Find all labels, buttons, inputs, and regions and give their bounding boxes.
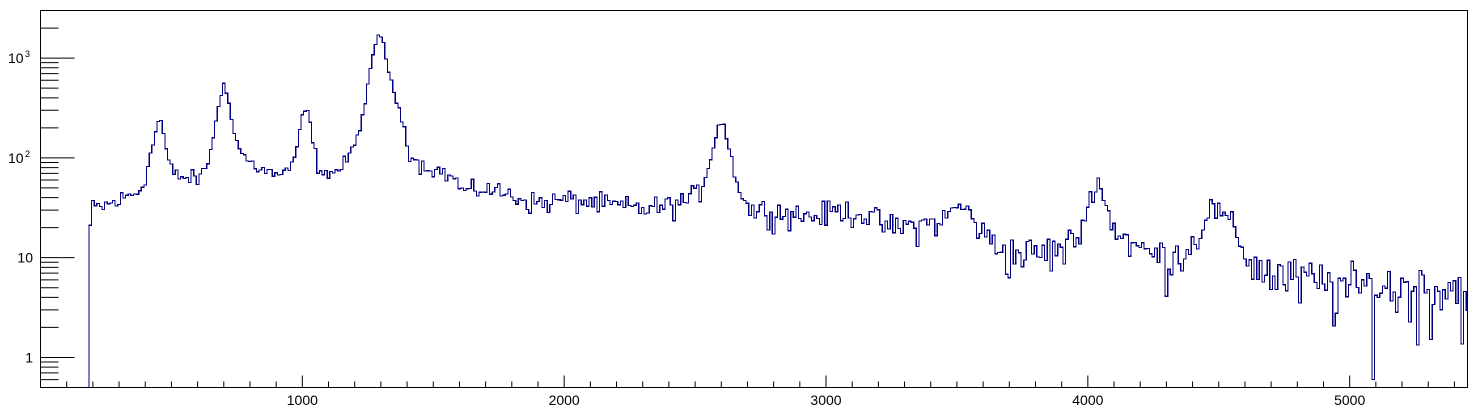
x-tick-label: 5000 [1334, 392, 1365, 408]
y-tick-label: 10 [8, 150, 24, 166]
plot-frame [40, 10, 1468, 388]
x-tick-label: 3000 [810, 392, 841, 408]
y-tick-label: 10 [17, 250, 33, 266]
y-tick-exponent: 2 [25, 149, 30, 159]
y-tick-exponent: 3 [25, 49, 30, 59]
x-tick-label: 1000 [287, 392, 318, 408]
x-tick-label: 2000 [549, 392, 580, 408]
x-tick-label: 4000 [1072, 392, 1103, 408]
y-tick-label: 1 [25, 349, 33, 365]
histogram-line [88, 34, 1468, 388]
y-tick-label: 10 [8, 50, 24, 66]
